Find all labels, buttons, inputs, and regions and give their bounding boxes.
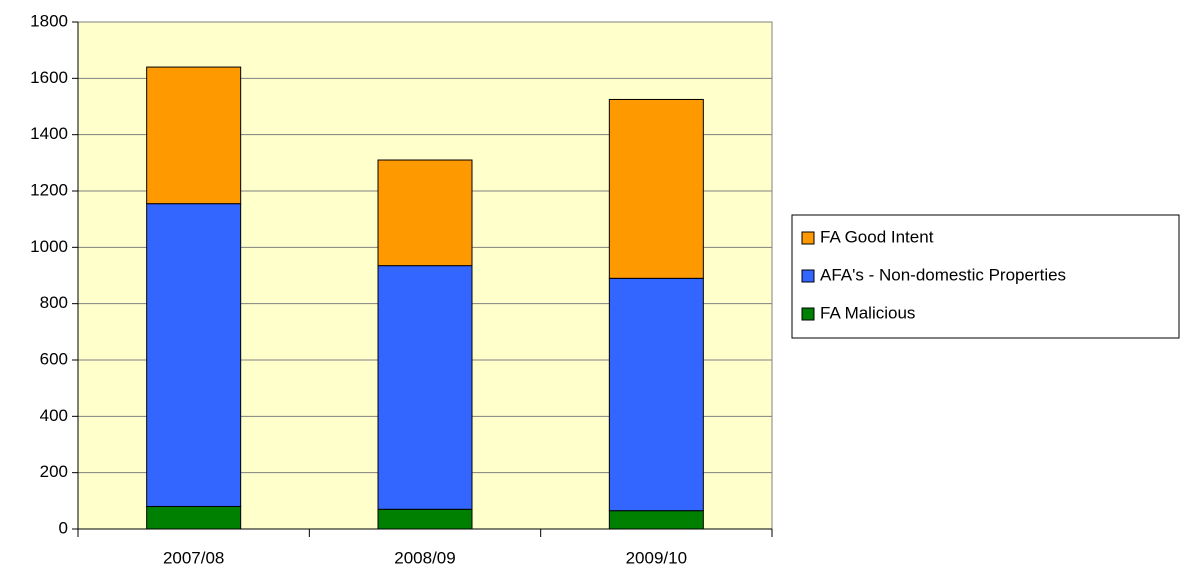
legend-swatch — [801, 269, 815, 283]
y-tick-label: 1000 — [30, 237, 68, 256]
x-tick-label: 2009/10 — [626, 548, 687, 567]
y-tick-label: 400 — [40, 406, 68, 425]
bar-segment — [377, 265, 473, 510]
bar-segment — [377, 508, 473, 530]
legend-swatch — [801, 231, 815, 245]
bar-segment — [608, 277, 704, 512]
x-tick-label: 2008/09 — [394, 548, 455, 567]
y-tick-label: 800 — [40, 293, 68, 312]
y-tick-label: 1800 — [30, 11, 68, 30]
bar-segment — [608, 510, 704, 530]
y-tick-label: 1600 — [30, 68, 68, 87]
legend-label: AFA's - Non-domestic Properties — [820, 265, 1066, 284]
bar-segment — [608, 98, 704, 279]
x-tick-label: 2007/08 — [163, 548, 224, 567]
bar-segment — [146, 203, 242, 507]
legend — [791, 214, 1180, 339]
legend-swatch — [801, 307, 815, 321]
legend-label: FA Malicious — [820, 303, 915, 322]
y-tick-label: 200 — [40, 462, 68, 481]
y-tick-label: 1200 — [30, 180, 68, 199]
bar-segment — [146, 505, 242, 530]
y-tick-label: 600 — [40, 349, 68, 368]
bar-segment — [146, 66, 242, 205]
y-tick-label: 0 — [59, 518, 68, 537]
bar-segment — [377, 159, 473, 267]
legend-label: FA Good Intent — [820, 227, 934, 246]
y-tick-label: 1400 — [30, 124, 68, 143]
